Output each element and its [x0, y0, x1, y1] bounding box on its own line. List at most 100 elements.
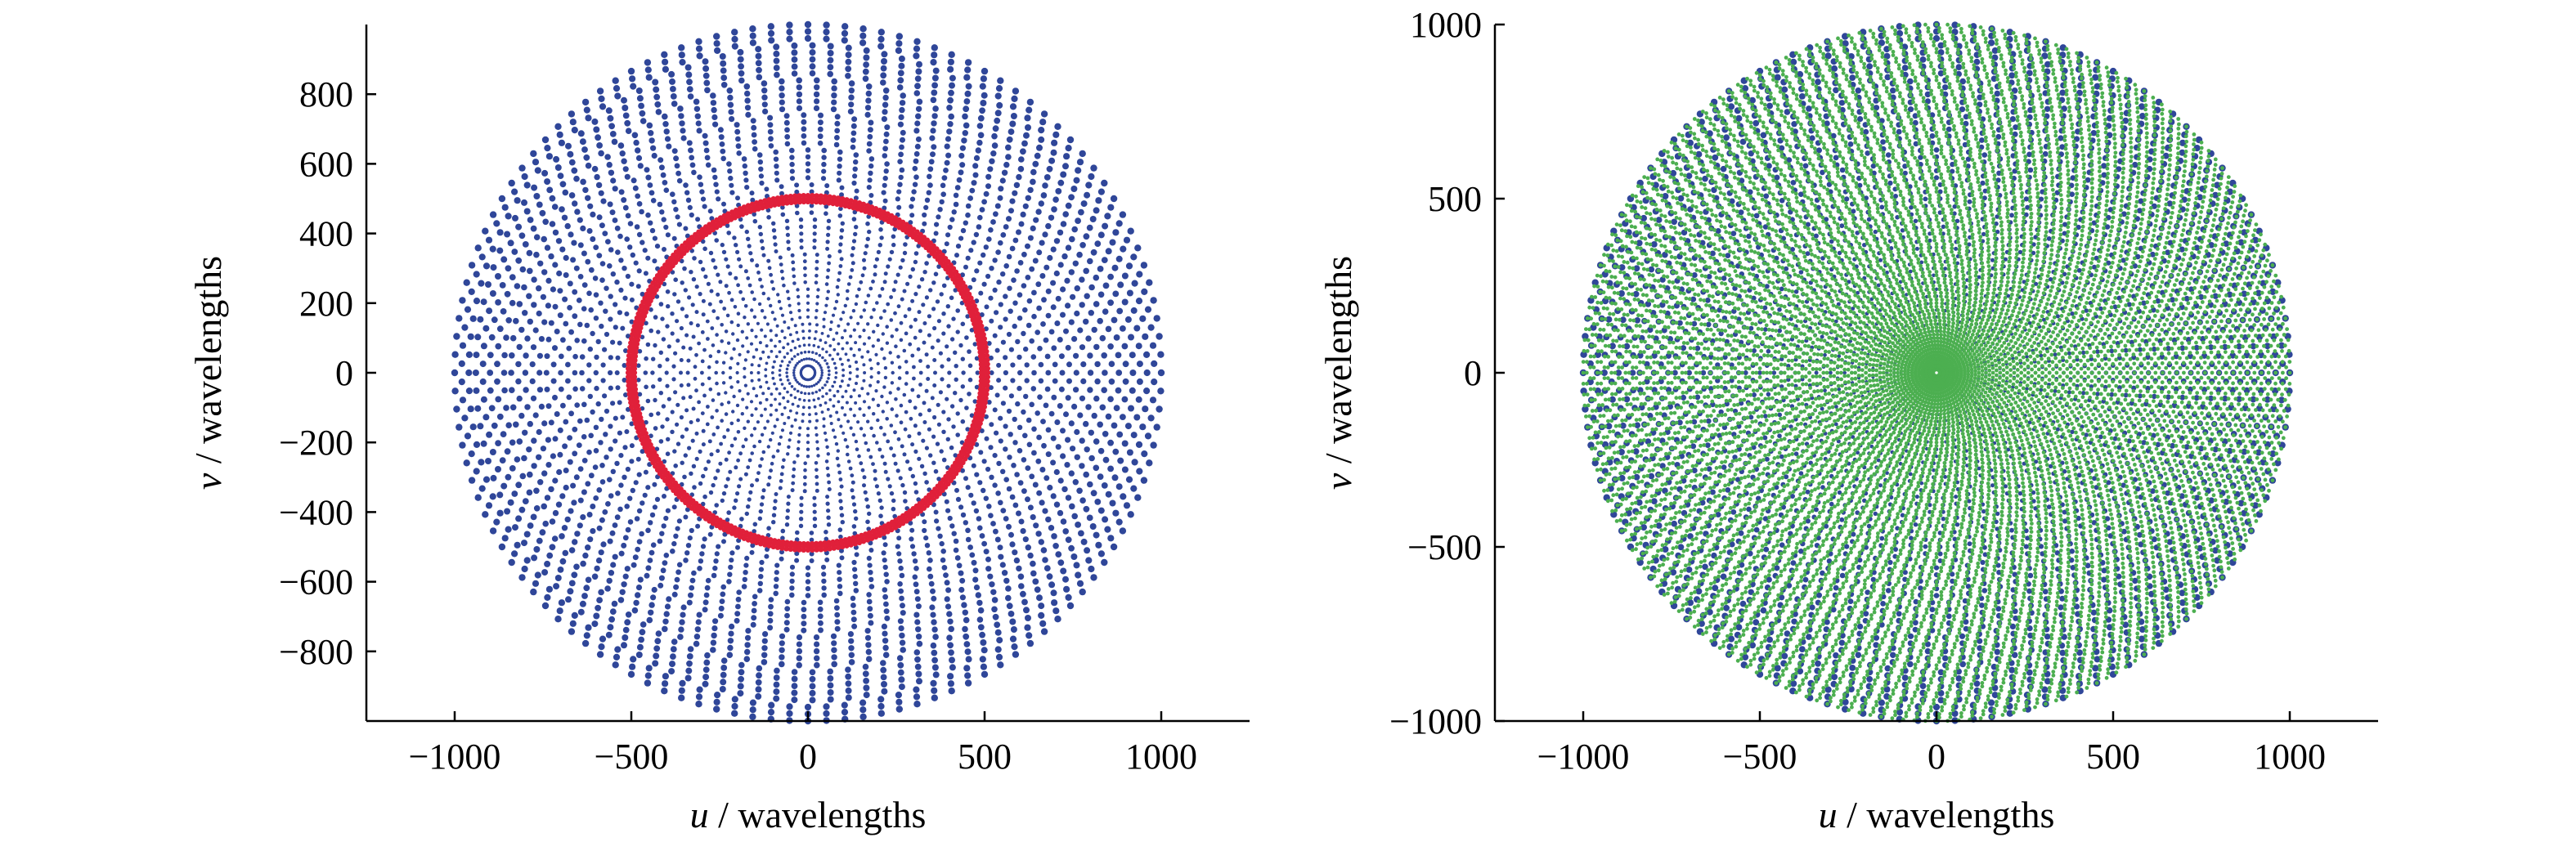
data-point — [863, 47, 870, 54]
data-point — [550, 361, 557, 368]
data-point — [564, 222, 571, 230]
data-point — [1109, 499, 1116, 507]
data-point — [770, 371, 774, 374]
data-point — [883, 571, 889, 577]
data-point — [931, 694, 939, 701]
data-point — [774, 570, 779, 576]
data-point — [750, 451, 754, 455]
data-point — [703, 79, 711, 87]
data-point — [837, 584, 843, 589]
data-point — [560, 337, 566, 343]
data-point — [600, 541, 607, 548]
data-point — [865, 519, 870, 525]
data-point — [614, 460, 620, 467]
data-point — [905, 459, 910, 464]
data-point — [586, 362, 592, 368]
data-point — [812, 224, 818, 229]
data-point — [541, 169, 549, 177]
data-point — [998, 499, 1003, 506]
data-point — [797, 360, 801, 364]
data-point — [1119, 211, 1127, 218]
data-point — [786, 21, 793, 29]
data-point — [838, 384, 842, 388]
data-point — [1101, 387, 1107, 394]
data-point — [673, 390, 678, 395]
data-point — [621, 642, 627, 649]
data-point — [1012, 87, 1020, 95]
data-point — [815, 488, 819, 493]
data-point — [898, 625, 904, 632]
data-point — [832, 338, 836, 342]
data-point — [670, 549, 675, 554]
data-point — [1030, 178, 1036, 186]
data-point — [488, 334, 496, 341]
data-point — [960, 468, 965, 473]
data-point — [886, 302, 891, 307]
data-point — [539, 209, 546, 217]
data-point — [852, 328, 856, 332]
data-point — [1141, 450, 1148, 458]
data-point — [829, 422, 833, 425]
data-point — [1037, 394, 1043, 401]
data-point — [581, 489, 587, 495]
data-point — [770, 196, 776, 202]
data-point — [1101, 179, 1108, 187]
data-point — [810, 357, 814, 361]
data-point — [885, 211, 891, 217]
data-point — [728, 271, 733, 276]
data-point — [1095, 197, 1102, 204]
data-point — [640, 240, 645, 245]
data-point — [916, 394, 921, 399]
x-tick-label: 500 — [958, 737, 1012, 777]
data-point — [913, 259, 918, 265]
data-point — [768, 143, 774, 149]
data-point — [960, 419, 966, 424]
data-point — [687, 204, 693, 210]
data-point — [752, 218, 758, 224]
data-point — [820, 176, 827, 181]
data-point — [699, 189, 705, 195]
data-point — [1129, 352, 1136, 359]
data-point — [819, 366, 823, 370]
data-point — [604, 285, 609, 291]
data-point — [786, 352, 789, 356]
data-point — [919, 277, 925, 282]
data-point — [496, 509, 504, 517]
data-point — [851, 524, 857, 529]
data-point — [773, 584, 779, 589]
data-point — [1009, 198, 1016, 204]
data-point — [530, 344, 537, 351]
data-point — [613, 438, 618, 444]
data-point — [866, 185, 872, 190]
data-point — [496, 247, 504, 254]
data-point — [1107, 343, 1114, 350]
data-point — [1038, 539, 1045, 545]
data-point — [1068, 269, 1075, 275]
data-point — [872, 307, 876, 312]
data-point — [625, 213, 631, 219]
data-point — [1025, 465, 1031, 471]
x-tick-label: −1000 — [409, 737, 501, 777]
data-point — [700, 370, 704, 375]
data-point — [846, 358, 850, 362]
data-point — [1135, 343, 1142, 350]
data-point — [544, 560, 551, 567]
data-point — [867, 405, 871, 410]
data-point — [752, 601, 757, 607]
data-point — [685, 71, 693, 78]
data-point — [529, 361, 536, 368]
data-point — [1075, 217, 1081, 224]
data-point — [979, 631, 985, 638]
data-point — [792, 369, 796, 372]
data-point — [831, 78, 837, 85]
data-point — [710, 100, 717, 106]
data-point — [856, 540, 863, 545]
data-point — [793, 418, 797, 422]
data-point — [915, 105, 922, 112]
data-point — [1052, 607, 1060, 615]
data-point — [738, 264, 743, 269]
data-point — [836, 562, 841, 568]
data-point — [882, 175, 888, 181]
data-point — [650, 145, 657, 151]
